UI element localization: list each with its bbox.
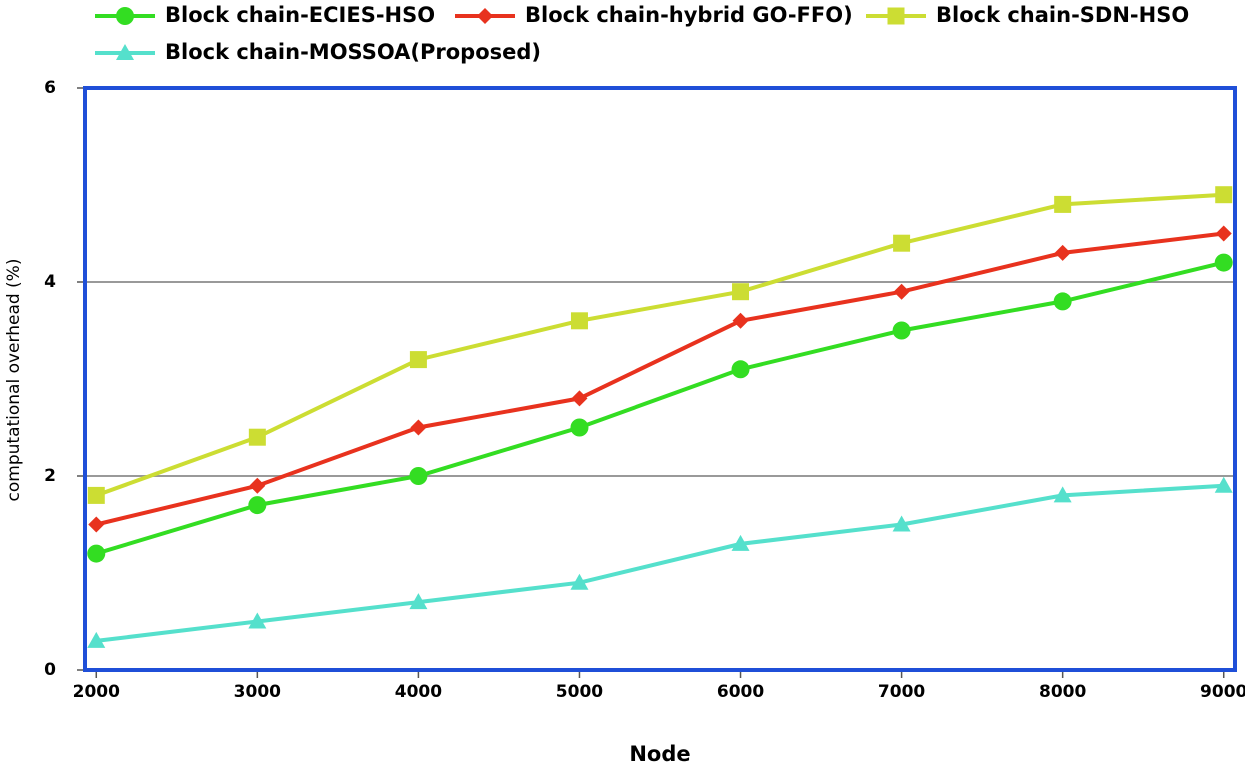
x-tick-label: 6000	[717, 682, 764, 702]
marker	[87, 631, 106, 648]
marker	[731, 360, 750, 379]
marker	[477, 8, 493, 24]
legend-item: Block chain-MOSSOA(Proposed)	[95, 40, 541, 64]
marker	[570, 418, 589, 437]
legend-label: Block chain-hybrid GO-FFO)	[525, 3, 853, 27]
marker	[1053, 486, 1072, 503]
marker	[87, 544, 106, 563]
x-tick-label: 5000	[556, 682, 603, 702]
marker	[248, 428, 266, 446]
marker	[249, 477, 266, 494]
marker	[1214, 476, 1233, 493]
series-line	[95, 231, 1224, 527]
legend-item: Block chain-ECIES-HSO	[95, 3, 435, 27]
marker	[892, 321, 911, 340]
legend-label: Block chain-MOSSOA(Proposed)	[165, 40, 541, 64]
marker	[571, 390, 588, 407]
y-tick-label: 0	[44, 660, 56, 680]
marker	[732, 283, 750, 301]
x-tick-label: 2000	[73, 682, 120, 702]
marker	[1053, 292, 1072, 311]
marker	[409, 351, 427, 369]
marker	[570, 573, 589, 590]
marker	[248, 612, 267, 629]
x-tick-label: 7000	[878, 682, 925, 702]
x-tick-label: 3000	[234, 682, 281, 702]
series-line	[96, 483, 1224, 643]
x-tick-label: 9000	[1200, 682, 1245, 702]
marker	[893, 283, 910, 300]
x-tick-label: 4000	[395, 682, 442, 702]
y-tick-label: 4	[44, 272, 56, 292]
marker	[887, 7, 905, 25]
marker	[892, 515, 911, 532]
marker	[87, 486, 105, 504]
x-axis-label: Node	[629, 742, 690, 766]
x-tick-label: 8000	[1039, 682, 1086, 702]
y-tick-label: 6	[44, 78, 56, 98]
marker	[732, 312, 749, 329]
legend-item: Block chain-hybrid GO-FFO)	[455, 3, 853, 27]
marker	[1054, 244, 1071, 261]
marker	[409, 593, 428, 610]
marker	[116, 44, 134, 60]
marker	[893, 234, 911, 252]
marker	[410, 419, 427, 436]
y-axis-label: computational overhead (%)	[4, 259, 24, 502]
legend-label: Block chain-ECIES-HSO	[165, 3, 435, 27]
series-line	[95, 260, 1225, 556]
legend-item: Block chain-SDN-HSO	[866, 3, 1189, 27]
marker	[116, 7, 134, 25]
marker	[88, 516, 105, 533]
marker	[731, 534, 750, 551]
marker	[1054, 195, 1072, 213]
marker	[1215, 186, 1233, 204]
marker	[248, 496, 267, 515]
plot-border	[83, 86, 1237, 672]
marker	[570, 312, 588, 330]
series-line	[95, 192, 1224, 498]
y-tick-label: 2	[44, 466, 56, 486]
marker	[1214, 253, 1233, 272]
marker	[1215, 225, 1232, 242]
legend-label: Block chain-SDN-HSO	[936, 3, 1189, 27]
marker	[409, 467, 428, 485]
